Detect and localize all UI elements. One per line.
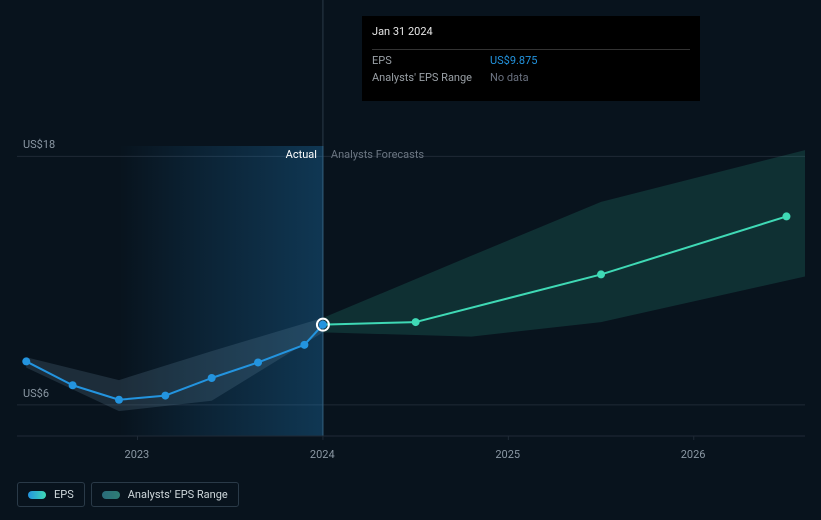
tooltip-rows: EPSUS$9.875Analysts' EPS RangeNo data: [372, 52, 690, 87]
tooltip-divider: [372, 49, 690, 50]
y-tick-label: US$6: [23, 387, 49, 400]
range-swatch-icon: [102, 491, 120, 499]
tooltip-row: Analysts' EPS RangeNo data: [372, 69, 690, 87]
x-tick-label: 2025: [495, 448, 520, 461]
legend-item-label: EPS: [54, 488, 74, 501]
tooltip-row: EPSUS$9.875: [372, 52, 690, 70]
legend-item-range[interactable]: Analysts' EPS Range: [91, 482, 239, 507]
tooltip-row-value: US$9.875: [490, 52, 537, 70]
y-tick-label: US$18: [23, 138, 55, 151]
chart-tooltip: Jan 31 2024 EPSUS$9.875Analysts' EPS Ran…: [362, 16, 700, 101]
eps-swatch-icon: [28, 491, 46, 499]
x-tick-label: 2023: [125, 448, 150, 461]
section-label-forecast: Analysts Forecasts: [331, 148, 424, 161]
tooltip-row-label: Analysts' EPS Range: [372, 69, 490, 87]
x-tick-label: 2024: [310, 448, 335, 461]
legend-item-eps[interactable]: EPS: [17, 482, 85, 507]
legend: EPS Analysts' EPS Range: [17, 482, 239, 507]
x-tick-label: 2026: [681, 448, 706, 461]
legend-item-label: Analysts' EPS Range: [128, 488, 228, 501]
tooltip-date: Jan 31 2024: [372, 24, 690, 45]
tooltip-row-value: No data: [490, 69, 529, 87]
section-label-actual: Actual: [286, 148, 317, 161]
tooltip-row-label: EPS: [372, 52, 490, 70]
